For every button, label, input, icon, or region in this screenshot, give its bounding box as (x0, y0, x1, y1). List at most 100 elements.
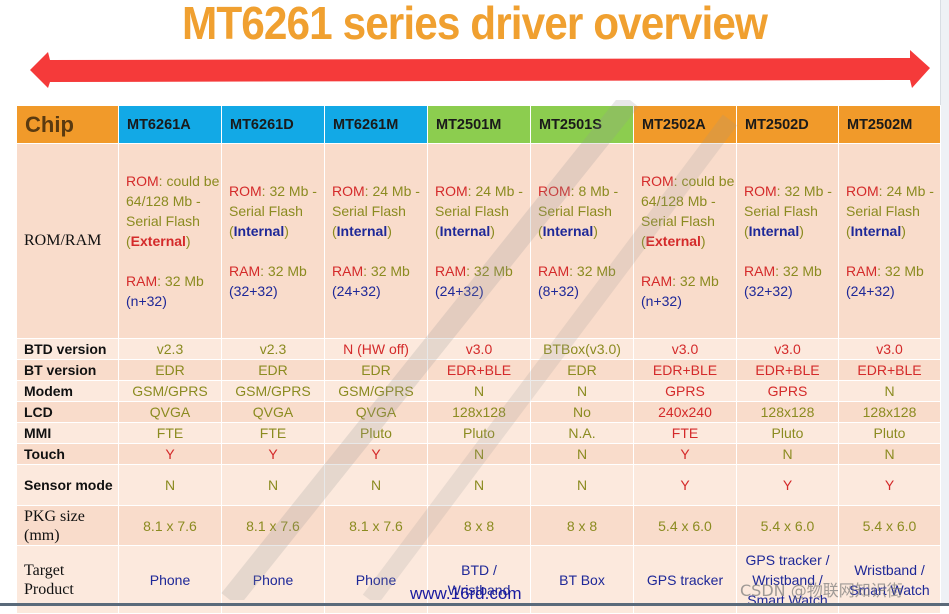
table-cell: Phone (324, 545, 428, 614)
table-cell: v3.0 (838, 338, 941, 360)
table-cell: BT Box (530, 545, 634, 614)
table-cell: N (530, 380, 634, 402)
chip-col-mt6261m: MT6261M (324, 105, 428, 144)
table-cell: v3.0 (633, 338, 737, 360)
table-cell: GSM/GPRS (118, 380, 222, 402)
table-cell: N (118, 464, 222, 506)
window-edge (940, 0, 949, 606)
table-cell: N (838, 443, 941, 465)
csdn-watermark: CSDN @物联网知识街 (740, 581, 903, 600)
table-cell: N (530, 443, 634, 465)
row-label: ROM/RAM (16, 143, 119, 339)
table-cell: N (427, 464, 531, 506)
row-label: Modem (16, 380, 119, 402)
table-cell: QVGA (221, 401, 325, 423)
table-cell: FTE (633, 422, 737, 444)
rom-ram-cell: ROM: 8 Mb - Serial Flash (Internal) RAM: 3… (530, 143, 634, 339)
table-cell: Y (118, 443, 222, 465)
row-label: BT version (16, 359, 119, 381)
table-cell: 8.1 x 7.6 (324, 505, 428, 546)
bottom-border (0, 603, 949, 606)
table-cell: N (736, 443, 839, 465)
table-cell: 8 x 8 (427, 505, 531, 546)
modem-row: Modem GSM/GPRS GSM/GPRS GSM/GPRS N N GPR… (16, 380, 941, 402)
chip-col-mt2501s: MT2501S (530, 105, 634, 144)
table-cell: Y (838, 464, 941, 506)
row-label: Target Product (16, 545, 119, 614)
rom-ram-cell: ROM: 32 Mb - Serial Flash (Internal) RAM: … (736, 143, 839, 339)
table-cell: BTD / Wristband (427, 545, 531, 614)
table-cell: Pluto (838, 422, 941, 444)
table-cell: BTBox(v3.0) (530, 338, 634, 360)
rom-ram-cell: ROM: could be 64/128 Mb - Serial Flash (E… (633, 143, 737, 339)
table-cell: EDR (324, 359, 428, 381)
table-cell: N (HW off) (324, 338, 428, 360)
table-cell: EDR+BLE (838, 359, 941, 381)
table-cell: Pluto (324, 422, 428, 444)
chip-col-mt6261a: MT6261A (118, 105, 222, 144)
table-cell: N (221, 464, 325, 506)
table-cell: FTE (221, 422, 325, 444)
bt-version-row: BT version EDR EDR EDR EDR+BLE EDR EDR+B… (16, 359, 941, 381)
table-cell: EDR (530, 359, 634, 381)
table-cell: Y (633, 464, 737, 506)
table-cell: EDR (118, 359, 222, 381)
table-cell: 128x128 (427, 401, 531, 423)
rom-ram-cell: ROM: could be 64/128 Mb - Serial Flash (E… (118, 143, 222, 339)
table-cell: EDR (221, 359, 325, 381)
table-cell: Y (221, 443, 325, 465)
table-cell: EDR+BLE (427, 359, 531, 381)
table-cell: v3.0 (427, 338, 531, 360)
mmi-row: MMI FTE FTE Pluto Pluto N.A. FTE Pluto P… (16, 422, 941, 444)
table-cell: Y (324, 443, 428, 465)
page-title: MT6261 series driver overview (182, 0, 768, 49)
chip-comparison-table: Chip MT6261A MT6261D MT6261M MT2501M MT2… (16, 105, 941, 614)
row-label: Touch (16, 443, 119, 465)
row-label: LCD (16, 401, 119, 423)
table-cell: GSM/GPRS (221, 380, 325, 402)
table-cell: FTE (118, 422, 222, 444)
header-row: Chip MT6261A MT6261D MT6261M MT2501M MT2… (16, 105, 941, 144)
table-cell: 5.4 x 6.0 (838, 505, 941, 546)
table-cell: Y (633, 443, 737, 465)
rom-ram-cell: ROM: 24 Mb - Serial Flash (Internal) RAM: … (838, 143, 941, 339)
chip-col-mt2502m: MT2502M (838, 105, 941, 144)
btd-version-row: BTD version v2.3 v2.3 N (HW off) v3.0 BT… (16, 338, 941, 360)
table-cell: v2.3 (221, 338, 325, 360)
row-label: PKG size (mm) (16, 505, 119, 546)
table-cell: 5.4 x 6.0 (736, 505, 839, 546)
table-cell: 8 x 8 (530, 505, 634, 546)
rom-ram-cell: ROM: 32 Mb - Serial Flash (Internal) RAM: … (221, 143, 325, 339)
table-cell: 240x240 (633, 401, 737, 423)
table-cell: 128x128 (736, 401, 839, 423)
lcd-row: LCD QVGA QVGA QVGA 128x128 No 240x240 12… (16, 401, 941, 423)
table-cell: v2.3 (118, 338, 222, 360)
table-cell: GPS tracker (633, 545, 737, 614)
table-cell: GPRS (633, 380, 737, 402)
pkg-size-row: PKG size (mm) 8.1 x 7.6 8.1 x 7.6 8.1 x … (16, 505, 941, 546)
table-cell: QVGA (324, 401, 428, 423)
table-cell: EDR+BLE (633, 359, 737, 381)
table-cell: 8.1 x 7.6 (118, 505, 222, 546)
table-cell: Pluto (736, 422, 839, 444)
target-product-row: Target Product Phone Phone Phone BTD / W… (16, 545, 941, 614)
table-cell: GPRS (736, 380, 839, 402)
table-cell: N (530, 464, 634, 506)
row-label: BTD version (16, 338, 119, 360)
chip-col-mt2502a: MT2502A (633, 105, 737, 144)
table-cell: N.A. (530, 422, 634, 444)
table-cell: v3.0 (736, 338, 839, 360)
table-cell: GSM/GPRS (324, 380, 428, 402)
sensor-mode-row: Sensor mode N N N N N Y Y Y (16, 464, 941, 506)
redaction-arrow-band (30, 50, 930, 88)
table-cell: EDR+BLE (736, 359, 839, 381)
rom-ram-cell: ROM: 24 Mb - Serial Flash (Internal) RAM: … (324, 143, 428, 339)
table-cell: N (427, 443, 531, 465)
table-cell: 5.4 x 6.0 (633, 505, 737, 546)
table-cell: N (324, 464, 428, 506)
table-cell: 8.1 x 7.6 (221, 505, 325, 546)
table-cell: N (427, 380, 531, 402)
chip-col-mt2502d: MT2502D (736, 105, 839, 144)
table-cell: Pluto (427, 422, 531, 444)
table-cell: N (838, 380, 941, 402)
